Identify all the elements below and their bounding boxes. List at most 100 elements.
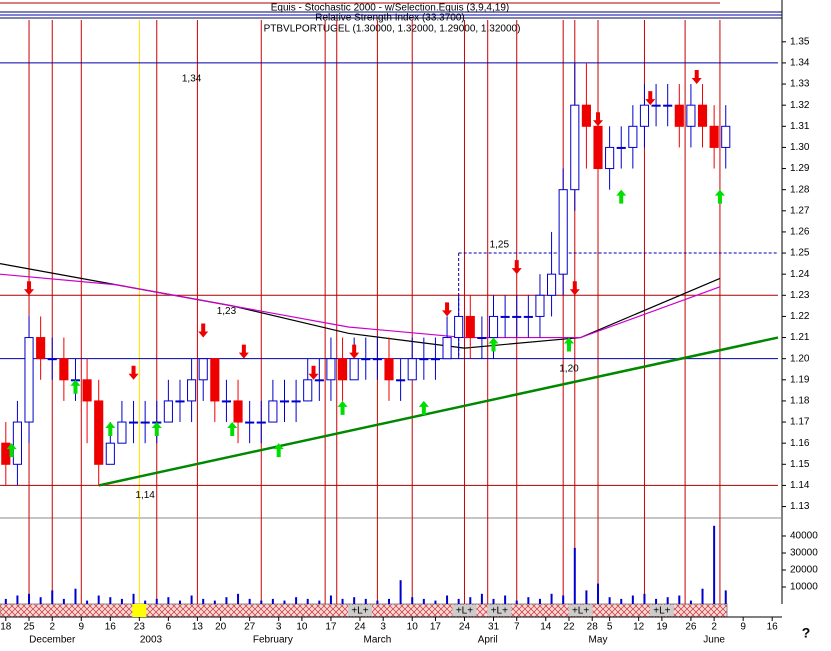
- buy-arrow: [273, 443, 284, 458]
- volume-bar: [51, 590, 54, 604]
- volume-bar: [329, 595, 332, 604]
- month-label: April: [478, 635, 498, 646]
- x-tick-label: 26: [685, 622, 697, 633]
- volume-bar: [306, 598, 309, 604]
- candle-body: [697, 104, 708, 127]
- candle-body: [558, 189, 568, 275]
- volume-bar: [28, 593, 31, 604]
- chart-subtitle: Relative Strength Index (33.3700): [315, 13, 465, 24]
- candle-body: [82, 379, 92, 402]
- month-label: May: [589, 635, 608, 646]
- strip-label: +L+: [351, 606, 368, 617]
- sell-arrow: [691, 70, 702, 85]
- sell-arrow: [128, 365, 139, 380]
- volume-bar: [597, 583, 600, 604]
- y-tick-label: 1.33: [790, 79, 810, 90]
- volume-bar: [248, 598, 251, 604]
- volume-bar: [376, 600, 379, 604]
- strip-label: +L+: [653, 606, 670, 617]
- x-tick-label: 2: [49, 622, 55, 633]
- candle-body: [605, 146, 615, 170]
- month-label: 2003: [140, 635, 163, 646]
- x-tick-label: 10: [407, 622, 419, 633]
- x-tick-label: 28: [587, 622, 599, 633]
- x-tick-label: 10: [296, 622, 308, 633]
- y-tick-label: 1.30: [790, 142, 810, 153]
- month-label: June: [703, 635, 725, 646]
- y-tick-label: 1.18: [790, 396, 810, 407]
- volume-bar: [492, 598, 495, 604]
- x-tick-label: 2: [711, 622, 717, 633]
- candle-body: [407, 358, 417, 381]
- volume-bar: [469, 597, 472, 604]
- buy-arrow: [616, 189, 627, 204]
- sell-arrow: [593, 112, 604, 127]
- buy-arrow: [418, 400, 429, 415]
- volume-bar: [16, 595, 19, 604]
- help-icon[interactable]: ?: [802, 625, 811, 641]
- x-tick-label: 16: [105, 622, 117, 633]
- volume-bar: [457, 598, 460, 604]
- y-tick-label: 1.19: [790, 374, 810, 385]
- volume-bar: [283, 600, 286, 604]
- volume-bar: [434, 600, 437, 604]
- candle-body: [361, 358, 371, 361]
- volume-bar: [504, 595, 507, 604]
- strip-cell: [568, 605, 593, 616]
- volume-bar: [86, 600, 89, 604]
- candle-body: [593, 125, 603, 170]
- buy-arrow: [70, 379, 81, 394]
- y-tick-label: 1.23: [790, 290, 810, 301]
- y-tick-label: 1.35: [790, 36, 810, 47]
- volume-bar: [666, 597, 669, 604]
- month-label: February: [253, 635, 293, 646]
- x-tick-label: 20: [215, 622, 227, 633]
- strip-cell: [487, 605, 512, 616]
- candle-body: [465, 315, 475, 339]
- candle-body: [570, 104, 580, 191]
- candle-body: [372, 358, 382, 361]
- candle-body: [291, 400, 301, 403]
- candle-body: [337, 358, 348, 381]
- x-tick-label: 24: [354, 622, 366, 633]
- candle-body: [430, 358, 441, 361]
- volume-bar: [39, 597, 42, 604]
- volume-bar: [701, 588, 704, 604]
- candle-body: [59, 358, 69, 381]
- sell-arrow: [645, 91, 656, 106]
- x-tick-label: 24: [459, 622, 471, 633]
- candle-body: [674, 104, 684, 127]
- volume-bar: [562, 595, 565, 604]
- sell-arrow: [238, 344, 249, 359]
- candle-body: [24, 337, 34, 423]
- candle-body: [233, 400, 243, 423]
- volume-bar: [399, 580, 402, 604]
- candle-body: [117, 421, 127, 444]
- x-tick-label: 6: [166, 622, 172, 633]
- candle-body: [535, 294, 545, 317]
- volume-bar: [202, 598, 205, 604]
- volume-bar: [713, 525, 716, 604]
- volume-bar: [120, 598, 123, 604]
- candle-body: [163, 400, 173, 423]
- volume-bar: [585, 590, 588, 604]
- buy-arrow: [105, 422, 116, 437]
- volume-bar: [678, 595, 681, 604]
- x-tick-label: 14: [540, 622, 552, 633]
- x-tick-label: 27: [244, 622, 256, 633]
- candle-body: [12, 421, 22, 465]
- volume-bar: [353, 597, 356, 604]
- x-tick-label: 3: [276, 622, 282, 633]
- volume-bar: [608, 597, 611, 604]
- volume-tick-label: 20000: [790, 565, 818, 576]
- candle-body: [500, 315, 510, 318]
- y-tick-label: 1.29: [790, 163, 810, 174]
- strip-cell: [347, 605, 372, 616]
- volume-bar: [515, 600, 518, 604]
- candle-body: [628, 125, 638, 148]
- candle-body: [721, 125, 731, 148]
- candle-body: [581, 104, 591, 127]
- volume-tick-label: 40000: [790, 531, 818, 542]
- candle-body: [94, 400, 104, 465]
- volume-bar: [411, 597, 414, 604]
